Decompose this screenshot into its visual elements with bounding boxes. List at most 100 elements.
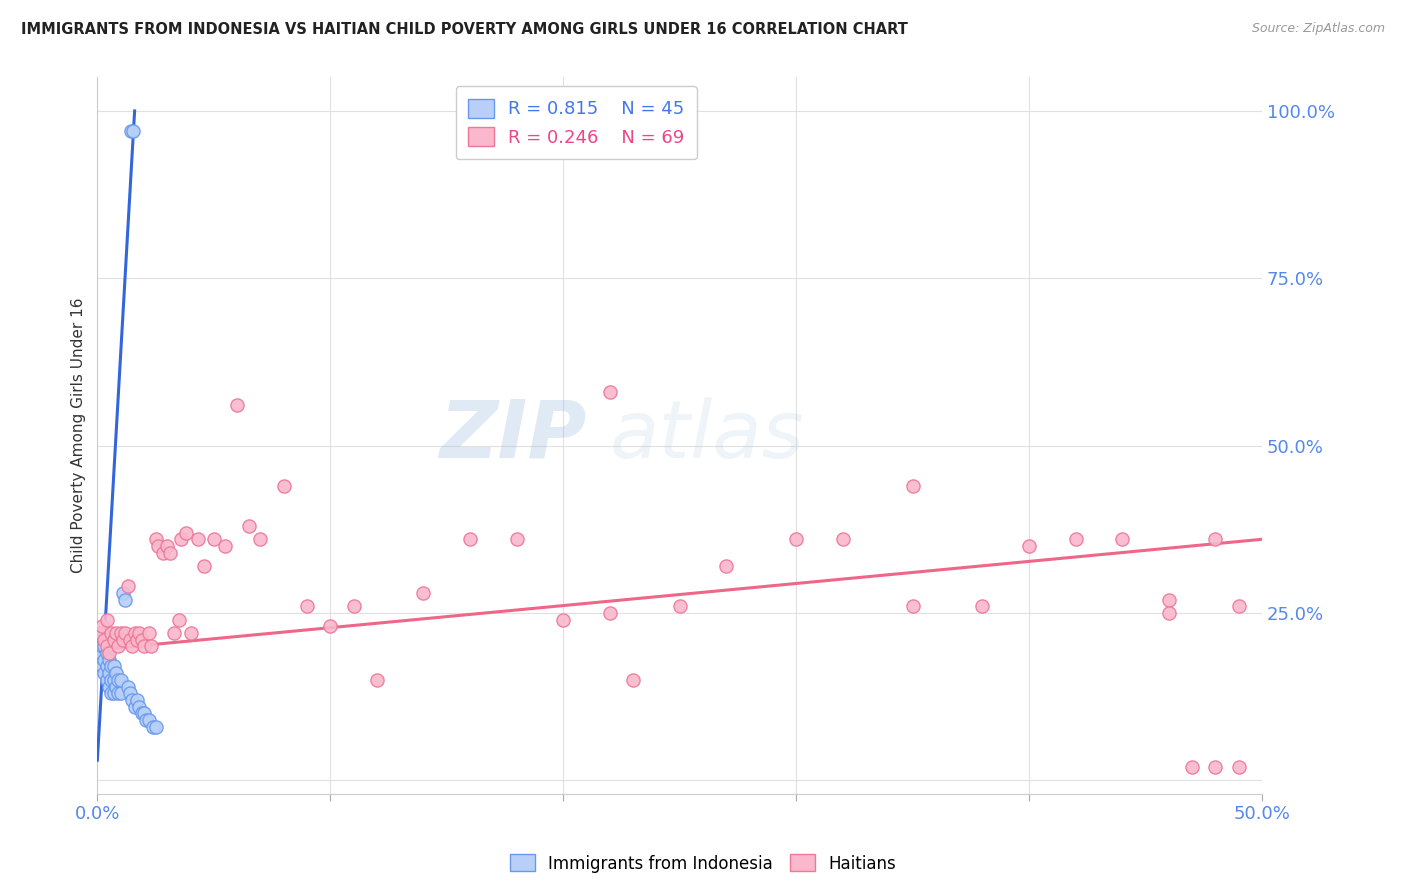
Point bbox=[87, 640, 110, 654]
Point bbox=[96, 646, 118, 660]
Point bbox=[139, 640, 162, 654]
Point bbox=[91, 626, 114, 640]
Point bbox=[90, 646, 112, 660]
Point bbox=[89, 626, 111, 640]
Point bbox=[100, 673, 122, 687]
Point bbox=[93, 632, 115, 647]
Point bbox=[103, 673, 125, 687]
Point bbox=[599, 606, 621, 620]
Point bbox=[167, 613, 190, 627]
Point bbox=[93, 666, 115, 681]
Legend: R = 0.815    N = 45, R = 0.246    N = 69: R = 0.815 N = 45, R = 0.246 N = 69 bbox=[456, 87, 697, 160]
Point bbox=[110, 686, 132, 700]
Point bbox=[214, 539, 236, 553]
Point bbox=[621, 673, 644, 687]
Point bbox=[238, 519, 260, 533]
Point bbox=[104, 666, 127, 681]
Point bbox=[89, 626, 111, 640]
Point bbox=[91, 619, 114, 633]
Point bbox=[100, 659, 122, 673]
Point bbox=[100, 686, 122, 700]
Point bbox=[1227, 599, 1250, 614]
Point bbox=[104, 680, 127, 694]
Point bbox=[831, 533, 853, 547]
Point bbox=[114, 592, 136, 607]
Point bbox=[89, 653, 111, 667]
Point bbox=[110, 626, 132, 640]
Point bbox=[458, 533, 481, 547]
Point bbox=[120, 124, 142, 138]
Point bbox=[124, 699, 146, 714]
Point bbox=[972, 599, 994, 614]
Point bbox=[180, 626, 202, 640]
Point bbox=[174, 525, 197, 540]
Point bbox=[901, 479, 924, 493]
Point bbox=[1204, 533, 1226, 547]
Point bbox=[107, 640, 129, 654]
Point bbox=[98, 653, 121, 667]
Point bbox=[121, 640, 143, 654]
Text: ZIP: ZIP bbox=[439, 397, 586, 475]
Point bbox=[91, 640, 114, 654]
Point bbox=[107, 686, 129, 700]
Point bbox=[1204, 760, 1226, 774]
Point bbox=[716, 559, 738, 574]
Point bbox=[202, 533, 225, 547]
Point bbox=[118, 686, 141, 700]
Point bbox=[599, 385, 621, 400]
Point bbox=[111, 586, 134, 600]
Point bbox=[128, 699, 150, 714]
Point bbox=[1227, 760, 1250, 774]
Point bbox=[1157, 592, 1180, 607]
Legend: Immigrants from Indonesia, Haitians: Immigrants from Indonesia, Haitians bbox=[503, 847, 903, 880]
Point bbox=[110, 673, 132, 687]
Point bbox=[122, 124, 145, 138]
Point bbox=[1181, 760, 1204, 774]
Point bbox=[505, 533, 527, 547]
Point bbox=[1018, 539, 1040, 553]
Point bbox=[104, 626, 127, 640]
Point bbox=[103, 686, 125, 700]
Point bbox=[142, 720, 165, 734]
Point bbox=[170, 533, 193, 547]
Point bbox=[103, 632, 125, 647]
Point bbox=[132, 640, 155, 654]
Point bbox=[98, 666, 121, 681]
Point bbox=[96, 613, 118, 627]
Point bbox=[156, 539, 179, 553]
Point bbox=[135, 713, 157, 727]
Point bbox=[319, 619, 342, 633]
Point bbox=[98, 646, 121, 660]
Point bbox=[117, 680, 139, 694]
Point bbox=[295, 599, 318, 614]
Point bbox=[132, 706, 155, 721]
Point bbox=[98, 680, 121, 694]
Point bbox=[100, 626, 122, 640]
Point bbox=[114, 626, 136, 640]
Point bbox=[159, 546, 181, 560]
Text: IMMIGRANTS FROM INDONESIA VS HAITIAN CHILD POVERTY AMONG GIRLS UNDER 16 CORRELAT: IMMIGRANTS FROM INDONESIA VS HAITIAN CHI… bbox=[21, 22, 908, 37]
Point bbox=[96, 659, 118, 673]
Point bbox=[186, 533, 208, 547]
Point bbox=[366, 673, 388, 687]
Point bbox=[111, 632, 134, 647]
Point bbox=[107, 673, 129, 687]
Point bbox=[103, 659, 125, 673]
Point bbox=[163, 626, 186, 640]
Point bbox=[1157, 606, 1180, 620]
Point bbox=[118, 632, 141, 647]
Text: Source: ZipAtlas.com: Source: ZipAtlas.com bbox=[1251, 22, 1385, 36]
Point bbox=[1111, 533, 1133, 547]
Point bbox=[125, 632, 148, 647]
Point bbox=[96, 640, 118, 654]
Text: atlas: atlas bbox=[610, 397, 804, 475]
Point bbox=[1064, 533, 1087, 547]
Point bbox=[273, 479, 295, 493]
Point bbox=[138, 713, 160, 727]
Point bbox=[145, 533, 167, 547]
Point bbox=[131, 706, 153, 721]
Point bbox=[117, 579, 139, 593]
Point bbox=[138, 626, 160, 640]
Point bbox=[124, 626, 146, 640]
Point bbox=[121, 693, 143, 707]
